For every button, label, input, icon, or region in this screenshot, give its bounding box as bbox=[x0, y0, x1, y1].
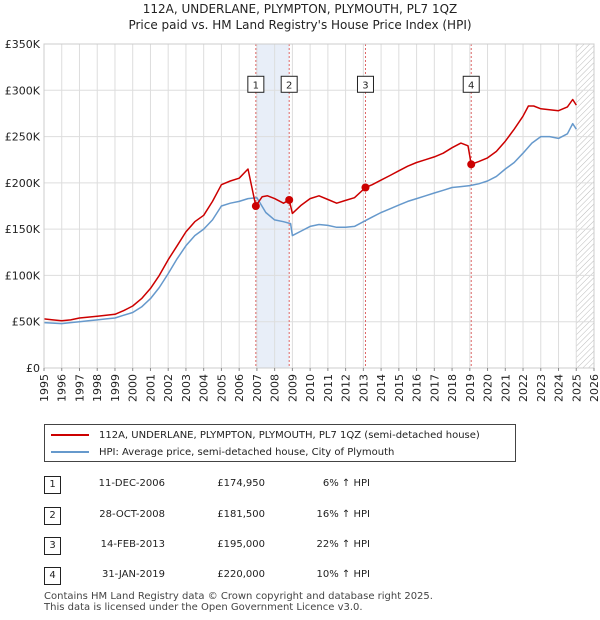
transaction-price: £174,950 bbox=[217, 478, 265, 489]
x-tick-label: 1995 bbox=[38, 374, 51, 402]
x-tick-label: 2017 bbox=[428, 374, 441, 402]
transaction-price: £220,000 bbox=[217, 569, 265, 580]
legend-swatch-property bbox=[51, 434, 89, 436]
series-line-hpi bbox=[43, 122, 577, 325]
transaction-date: 14-FEB-2013 bbox=[100, 539, 165, 550]
sale-point-1 bbox=[251, 202, 260, 211]
price-chart: 1 2 3 4 £0 £50K £100K £150K £200K £250K £300K £350… bbox=[5, 38, 600, 402]
legend-label-property: 112A, UNDERLANE, PLYMPTON, PLYMOUTH, PL7… bbox=[99, 429, 480, 441]
x-tick-label: 2004 bbox=[198, 374, 211, 402]
transaction-number: 1 bbox=[44, 476, 61, 494]
marker-label-1: 1 bbox=[253, 80, 259, 91]
transaction-date: 31-JAN-2019 bbox=[101, 569, 165, 580]
transaction-number: 4 bbox=[44, 567, 61, 585]
x-tick-label: 2002 bbox=[162, 374, 175, 402]
x-tick-label: 2008 bbox=[269, 374, 282, 402]
legend-swatch-hpi bbox=[51, 451, 89, 453]
y-tick-label: £300K bbox=[5, 84, 41, 97]
x-tick-label: 2025 bbox=[570, 374, 583, 402]
x-tick-label: 2000 bbox=[127, 374, 140, 402]
legend-item-property: 112A, UNDERLANE, PLYMPTON, PLYMOUTH, PL7… bbox=[51, 427, 480, 443]
future-hatch-region bbox=[576, 44, 594, 368]
table-row: 1 11-DEC-2006 £174,950 6% ↑ HPI bbox=[0, 476, 600, 496]
x-tick-label: 2009 bbox=[286, 374, 299, 402]
x-tick-label: 2016 bbox=[411, 374, 424, 402]
x-tick-label: 2026 bbox=[588, 374, 600, 402]
x-tick-label: 2018 bbox=[446, 374, 459, 402]
x-tick-label: 1998 bbox=[91, 374, 104, 402]
x-tick-label: 2005 bbox=[215, 374, 228, 402]
y-tick-label: £100K bbox=[5, 269, 41, 282]
marker-box-2 bbox=[280, 75, 298, 93]
marker-box-3 bbox=[356, 75, 374, 93]
x-tick-label: 2024 bbox=[553, 374, 566, 402]
transaction-date: 11-DEC-2006 bbox=[98, 478, 165, 489]
x-tick-label: 1999 bbox=[109, 374, 122, 402]
x-tick-label: 2022 bbox=[517, 374, 530, 402]
transaction-price: £181,500 bbox=[217, 509, 265, 520]
x-tick-label: 2014 bbox=[375, 374, 388, 402]
table-row: 4 31-JAN-2019 £220,000 10% ↑ HPI bbox=[0, 567, 600, 587]
x-tick-label: 2007 bbox=[251, 374, 264, 402]
chart-subtitle: Price paid vs. HM Land Registry's House … bbox=[128, 18, 472, 32]
x-tick-label: 2013 bbox=[357, 374, 370, 402]
table-row: 3 14-FEB-2013 £195,000 22% ↑ HPI bbox=[0, 537, 600, 557]
transaction-number: 3 bbox=[44, 537, 61, 555]
transaction-hpi: 22% ↑ HPI bbox=[316, 539, 370, 550]
plot-frame bbox=[43, 43, 595, 369]
x-tick-label: 2003 bbox=[180, 374, 193, 402]
marker-label-4: 4 bbox=[468, 80, 474, 91]
x-tick-label: 2011 bbox=[322, 374, 335, 402]
x-tick-label: 2012 bbox=[340, 374, 353, 402]
sale-point-2 bbox=[285, 195, 294, 204]
transaction-hpi: 6% ↑ HPI bbox=[322, 478, 370, 489]
marker-label-3: 3 bbox=[362, 80, 368, 91]
plot-area bbox=[44, 44, 594, 368]
footer-licence: This data is licensed under the Open Gov… bbox=[44, 602, 363, 613]
y-tick-label: £50K bbox=[12, 316, 41, 329]
legend-label-hpi: HPI: Average price, semi-detached house,… bbox=[99, 446, 395, 458]
legend-item-hpi: HPI: Average price, semi-detached house,… bbox=[51, 444, 394, 460]
transaction-hpi: 16% ↑ HPI bbox=[316, 509, 370, 520]
y-tick-label: £0 bbox=[26, 362, 40, 375]
transaction-date: 28-OCT-2008 bbox=[99, 509, 165, 520]
chart-title: 112A, UNDERLANE, PLYMPTON, PLYMOUTH, PL7… bbox=[142, 2, 458, 16]
series-line-property bbox=[43, 98, 577, 322]
x-tick-label: 2010 bbox=[304, 374, 317, 402]
x-tick-label: 2021 bbox=[499, 374, 512, 402]
table-row: 2 28-OCT-2008 £181,500 16% ↑ HPI bbox=[0, 507, 600, 527]
x-tick-label: 1997 bbox=[73, 374, 86, 402]
x-tick-label: 1996 bbox=[56, 374, 69, 402]
marker-label-2: 2 bbox=[286, 80, 292, 91]
x-tick-label: 2015 bbox=[393, 374, 406, 402]
sale-point-4 bbox=[467, 160, 476, 169]
x-tick-label: 2006 bbox=[233, 374, 246, 402]
marker-box-1 bbox=[247, 75, 265, 93]
footer-copyright: Contains HM Land Registry data © Crown c… bbox=[44, 591, 433, 602]
x-tick-label: 2019 bbox=[464, 374, 477, 402]
transaction-number: 2 bbox=[44, 507, 61, 525]
y-tick-label: £250K bbox=[5, 131, 41, 144]
sale-point-3 bbox=[361, 183, 370, 192]
x-tick-label: 2023 bbox=[535, 374, 548, 402]
legend: 112A, UNDERLANE, PLYMPTON, PLYMOUTH, PL7… bbox=[44, 424, 516, 462]
y-tick-label: £200K bbox=[5, 177, 41, 190]
x-tick-label: 2020 bbox=[482, 374, 495, 402]
y-tick-label: £350K bbox=[5, 38, 41, 51]
transaction-hpi: 10% ↑ HPI bbox=[316, 569, 370, 580]
transaction-price: £195,000 bbox=[217, 539, 265, 550]
y-tick-label: £150K bbox=[5, 223, 41, 236]
marker-box-4 bbox=[462, 75, 480, 93]
x-tick-label: 2001 bbox=[144, 374, 157, 402]
